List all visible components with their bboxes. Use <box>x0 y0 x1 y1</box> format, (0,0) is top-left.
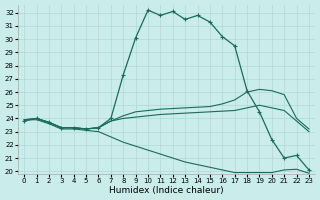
X-axis label: Humidex (Indice chaleur): Humidex (Indice chaleur) <box>109 186 224 195</box>
